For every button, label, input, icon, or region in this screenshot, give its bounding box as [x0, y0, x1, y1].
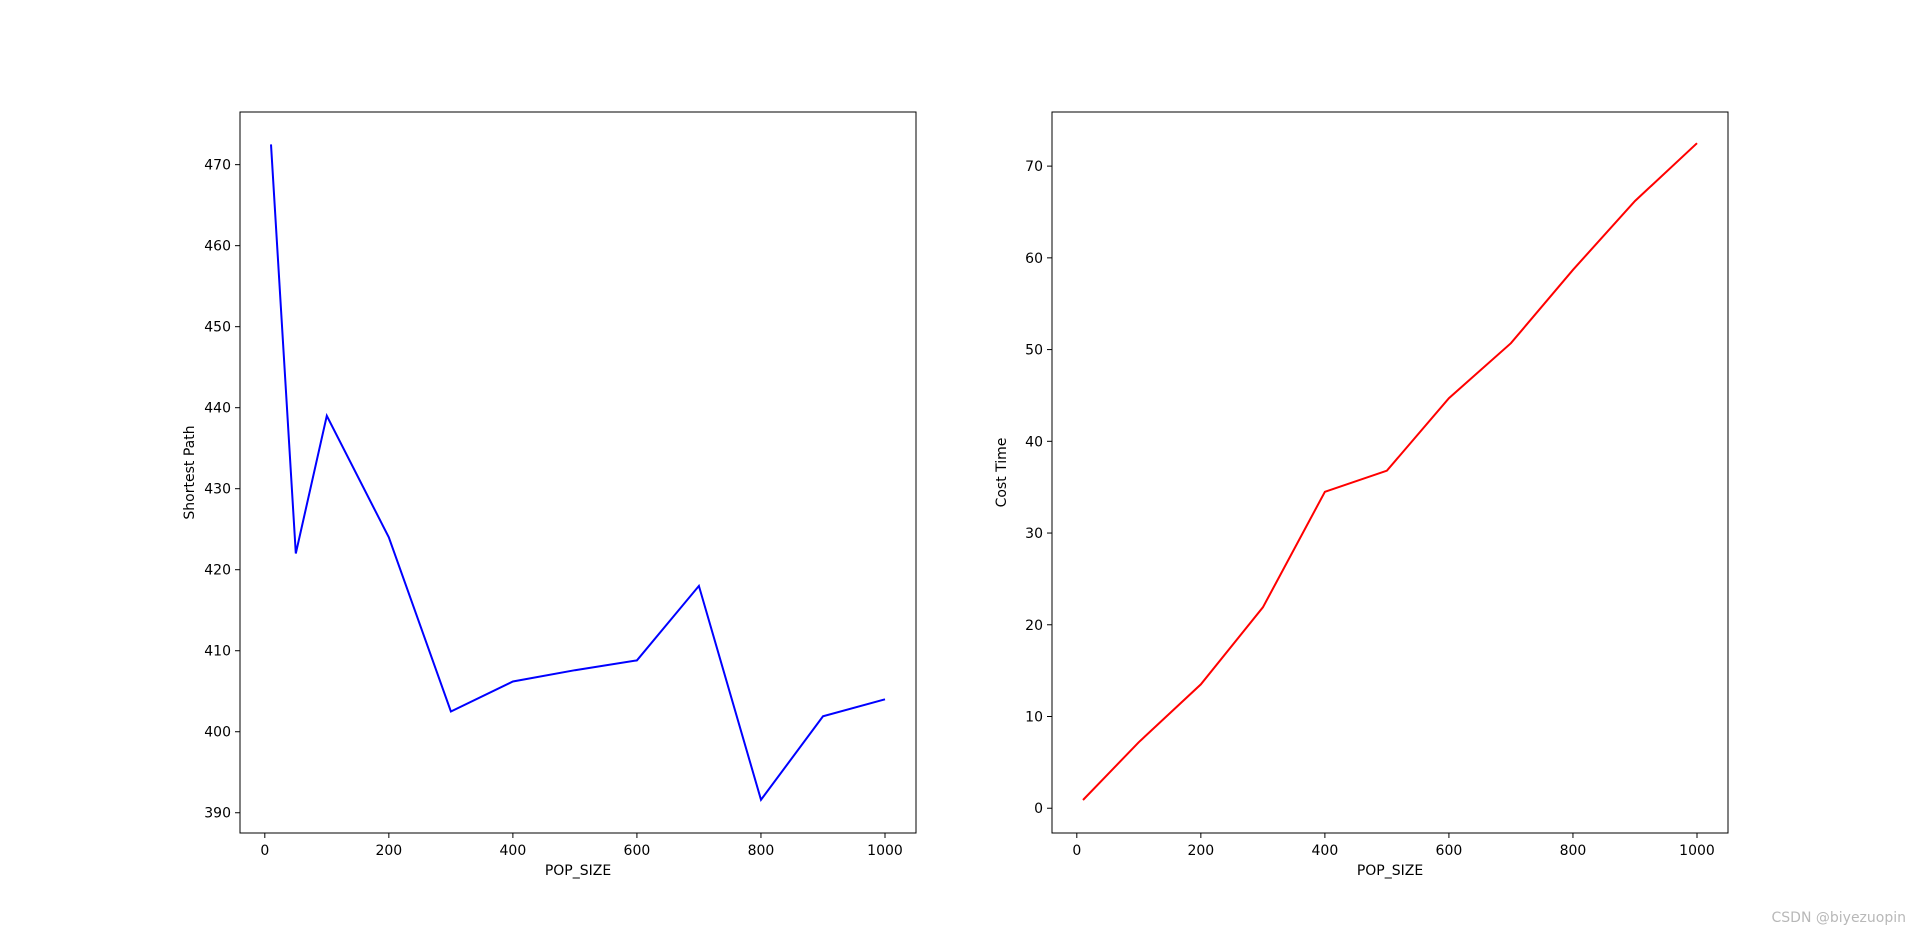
x-tick-label: 1000: [1679, 843, 1715, 859]
y-tick-label: 430: [204, 482, 231, 498]
x-tick-label: 800: [748, 843, 775, 859]
x-axis-label: POP_SIZE: [1357, 863, 1423, 879]
x-tick-label: 0: [1072, 843, 1081, 859]
x-tick-label: 800: [1560, 843, 1587, 859]
x-tick-label: 200: [375, 843, 402, 859]
y-tick-label: 470: [204, 158, 231, 174]
x-tick-label: 400: [500, 843, 527, 859]
series-line: [1082, 142, 1698, 801]
y-tick-label: 60: [1025, 251, 1043, 267]
x-axis-label: POP_SIZE: [545, 863, 611, 879]
y-tick-label: 420: [204, 563, 231, 579]
axes-frame: [1051, 111, 1729, 834]
watermark: CSDN @biyezuopin: [1771, 910, 1906, 926]
axes-frame: [239, 111, 917, 834]
y-tick-label: 40: [1025, 434, 1043, 450]
cost-time-subplot: 0 200 400 600 800 1000 0 10 20 30 40 50 60 70 POP_SIZE…: [994, 111, 1729, 879]
y-tick-label: 460: [204, 239, 231, 255]
x-tick-label: 200: [1187, 843, 1214, 859]
y-tick-label: 70: [1025, 159, 1043, 175]
y-tick-label: 400: [204, 725, 231, 741]
shortest-path-subplot: 0 200 400 600 800 1000 390 400 410 420 430 440 450 46…: [182, 111, 917, 879]
series-line: [270, 144, 886, 803]
y-tick-label: 410: [204, 644, 231, 660]
y-tick-label: 10: [1025, 710, 1043, 726]
y-axis-label: Shortest Path: [182, 425, 198, 519]
x-tick-label: 1000: [867, 843, 903, 859]
y-tick-label: 0: [1034, 801, 1043, 817]
y-tick-label: 20: [1025, 618, 1043, 634]
y-tick-label: 50: [1025, 343, 1043, 359]
y-tick-label: 440: [204, 401, 231, 417]
x-tick-label: 600: [1436, 843, 1463, 859]
y-tick-label: 30: [1025, 526, 1043, 542]
y-axis-label: Cost Time: [994, 438, 1010, 508]
y-tick-label: 390: [204, 806, 231, 822]
x-tick-label: 0: [260, 843, 269, 859]
x-tick-label: 400: [1312, 843, 1339, 859]
x-tick-label: 600: [624, 843, 651, 859]
y-tick-label: 450: [204, 320, 231, 336]
